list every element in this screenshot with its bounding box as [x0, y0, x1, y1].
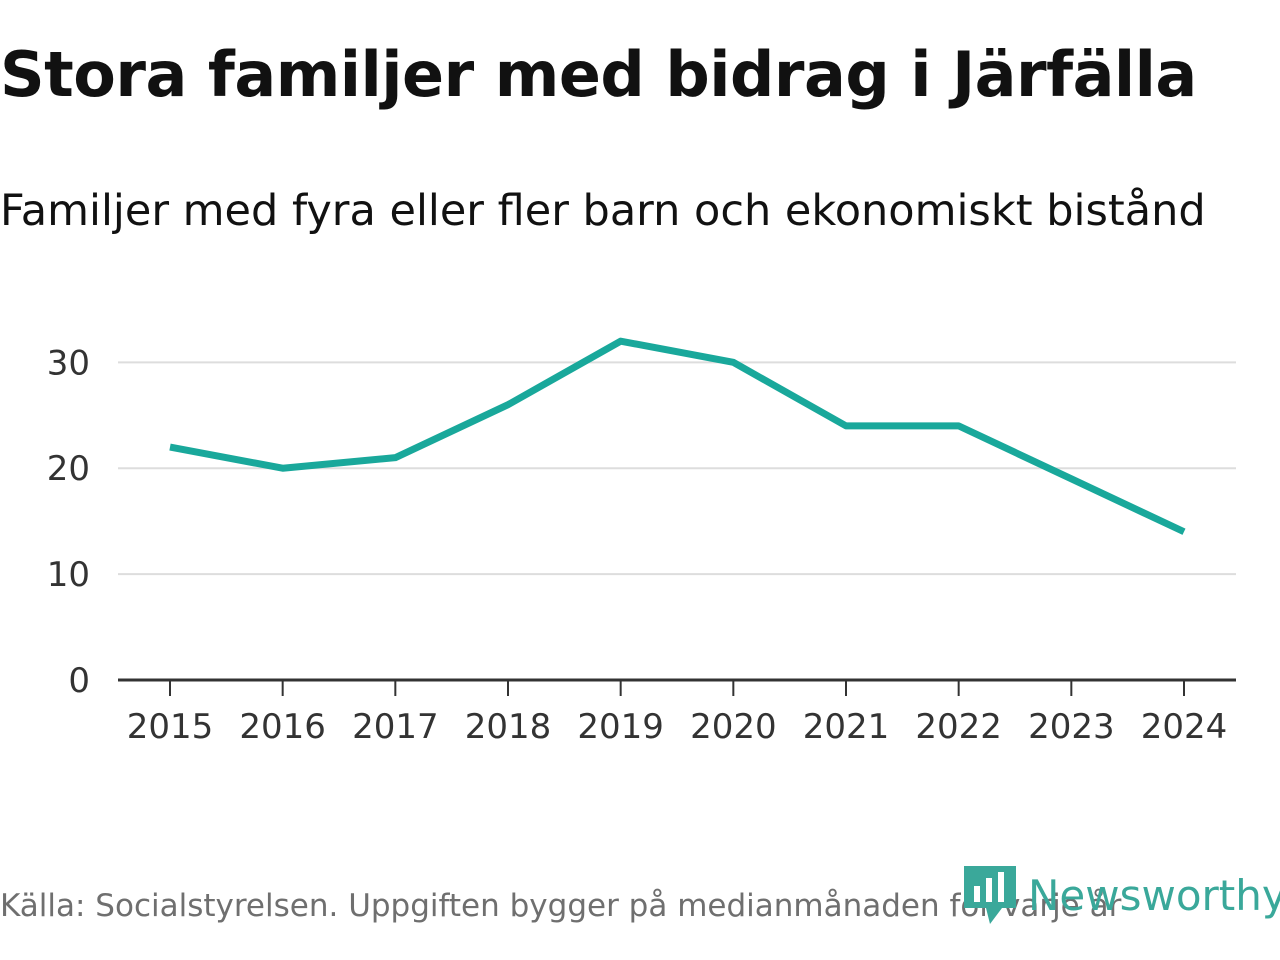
chart-subtitle: Familjer med fyra eller fler barn och ek… — [0, 186, 1206, 236]
y-tick-label: 0 — [68, 661, 90, 701]
x-tick-label: 2017 — [352, 707, 439, 747]
chart-title: Stora familjer med bidrag i Järfälla — [0, 38, 1197, 111]
y-axis-ticks: 0 10 20 30 — [47, 343, 90, 701]
x-tick-label: 2016 — [239, 707, 326, 747]
x-axis-ticks: 2015 2016 2017 2018 2019 2020 2021 2022 2023 2024 — [127, 680, 1228, 747]
x-tick-label: 2015 — [127, 707, 214, 747]
brand-logo: Newsworthy — [964, 864, 1280, 926]
brand-name: Newsworthy — [1028, 870, 1280, 920]
newsworthy-logo-icon — [964, 866, 1016, 924]
x-tick-label: 2023 — [1028, 707, 1115, 747]
x-tick-label: 2024 — [1141, 707, 1228, 747]
x-tick-label: 2020 — [690, 707, 777, 747]
source-note: Källa: Socialstyrelsen. Uppgiften bygger… — [0, 888, 1122, 924]
x-tick-label: 2022 — [915, 707, 1002, 747]
x-tick-label: 2021 — [803, 707, 890, 747]
series-line — [169, 337, 1186, 535]
y-tick-label: 30 — [47, 343, 90, 383]
y-tick-label: 20 — [47, 449, 90, 489]
x-tick-label: 2019 — [577, 707, 664, 747]
y-tick-label: 10 — [47, 555, 90, 595]
x-tick-label: 2018 — [465, 707, 552, 747]
